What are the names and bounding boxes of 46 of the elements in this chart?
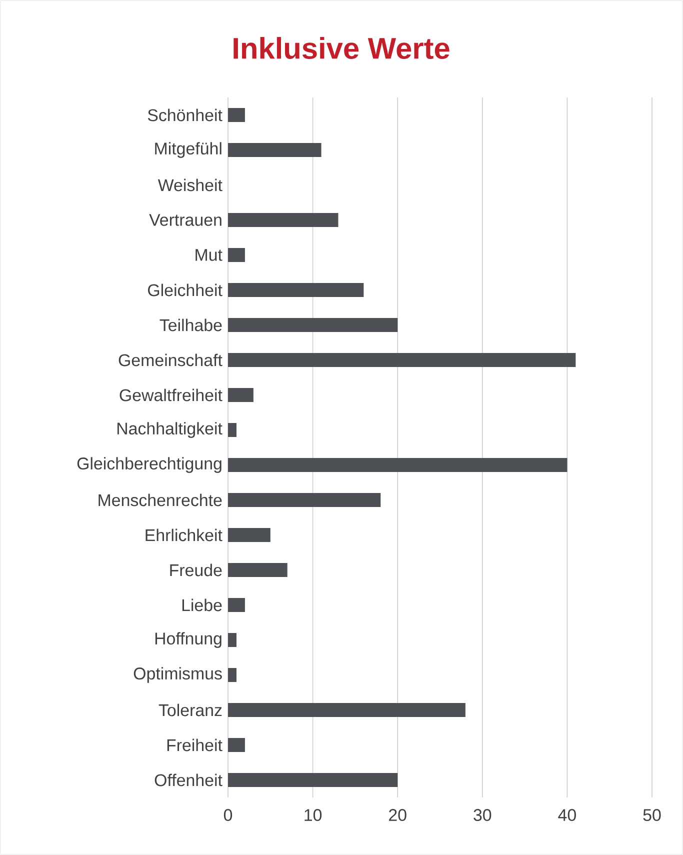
- bar: [228, 283, 364, 298]
- x-tick-label: 20: [389, 809, 406, 822]
- y-tick-label: Toleranz: [158, 704, 222, 716]
- bar: [228, 633, 236, 648]
- y-tick-label: Menschenrechte: [98, 494, 222, 506]
- bar: [228, 458, 568, 472]
- x-tick-label: 30: [474, 809, 492, 822]
- y-tick-label: Mitgefühl: [155, 142, 222, 158]
- bar: [228, 213, 338, 227]
- x-tick-label: 40: [558, 809, 576, 822]
- y-tick-label: Liebe: [182, 598, 222, 612]
- y-tick-label: Gewaltfreiheit: [120, 388, 222, 402]
- y-tick-label: Nachhaltigkeit: [117, 422, 222, 438]
- bar: [228, 563, 288, 578]
- y-tick-label: Ehrlichkeit: [146, 528, 222, 542]
- y-tick-label: Hoffnung: [155, 632, 222, 648]
- y-tick-label: Gemeinschaft: [118, 354, 222, 366]
- y-tick-label: Schönheit: [148, 108, 222, 122]
- bar: [228, 738, 245, 752]
- chart-title: Inklusive Werte: [234, 37, 450, 59]
- bar: [228, 423, 236, 438]
- y-tick-label: Freude: [170, 564, 222, 576]
- bar: [228, 108, 245, 122]
- bar: [228, 143, 322, 157]
- bar: [228, 388, 254, 402]
- bar: [228, 318, 398, 332]
- bar: [228, 598, 245, 612]
- y-tick-label: Mut: [196, 249, 222, 261]
- y-tick-label: Weisheit: [158, 178, 222, 192]
- y-tick-label: Vertrauen: [149, 214, 222, 226]
- bar: [228, 773, 398, 788]
- x-tick-label: 50: [643, 809, 661, 822]
- bar: [228, 353, 576, 368]
- bar: [228, 493, 381, 508]
- bar: [228, 668, 236, 682]
- x-tick-label: 0: [224, 809, 232, 822]
- x-tick-label: 10: [304, 809, 322, 822]
- y-tick-label: Teilhabe: [160, 318, 222, 332]
- y-tick-label: Gleichberechtigung: [77, 457, 222, 473]
- bar: [228, 528, 270, 542]
- y-tick-label: Offenheit: [154, 774, 222, 786]
- y-tick-label: Gleichheit: [148, 284, 222, 296]
- y-tick-label: Freiheit: [167, 738, 222, 752]
- bar: [228, 248, 245, 262]
- bar: [228, 703, 466, 718]
- y-tick-label: Optimismus: [134, 667, 222, 683]
